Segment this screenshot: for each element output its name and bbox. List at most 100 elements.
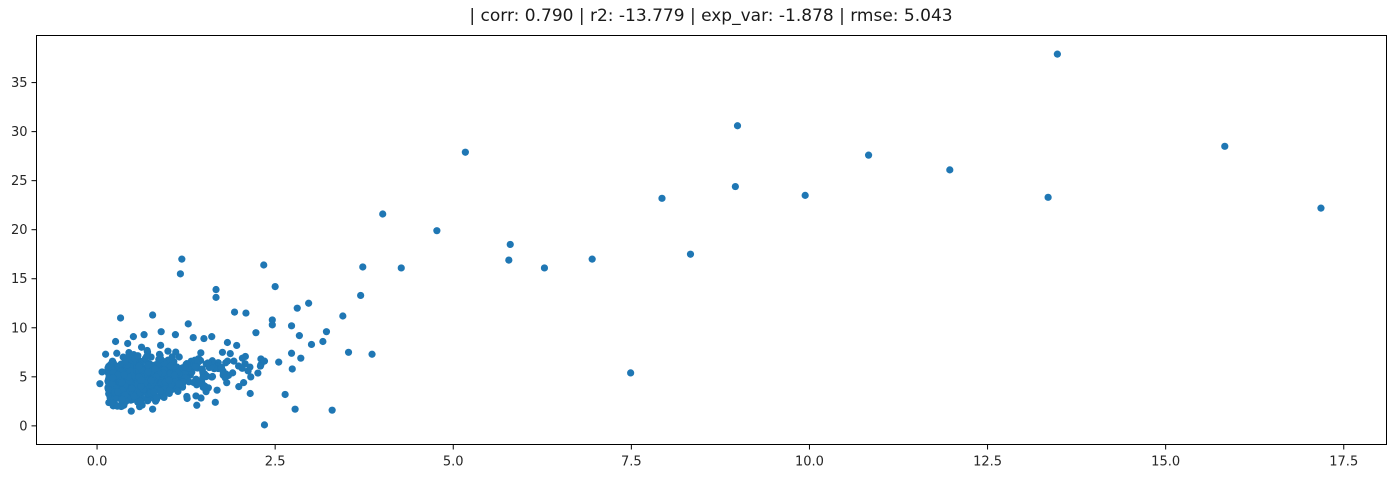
data-point xyxy=(200,334,208,343)
data-point xyxy=(129,333,137,341)
data-point xyxy=(223,357,232,365)
data-point xyxy=(627,369,635,377)
data-point xyxy=(114,371,122,379)
data-point xyxy=(170,371,179,379)
data-point xyxy=(256,362,265,370)
data-point xyxy=(275,358,283,366)
data-point xyxy=(211,398,219,406)
data-point xyxy=(166,362,175,370)
data-point xyxy=(130,392,138,400)
chart-title: | corr: 0.790 | r2: -13.779 | exp_var: -… xyxy=(469,6,953,26)
data-point xyxy=(397,264,405,272)
data-point xyxy=(199,374,207,382)
data-point xyxy=(235,383,243,391)
data-point xyxy=(157,328,165,336)
x-tick-label: 15.0 xyxy=(1151,455,1180,470)
data-point xyxy=(328,406,336,414)
data-point xyxy=(183,392,191,401)
data-point xyxy=(801,191,809,199)
data-point xyxy=(111,337,120,346)
data-point xyxy=(588,255,596,263)
data-point xyxy=(505,256,513,264)
y-axis: 0 5 10 15 20 25 30 35 xyxy=(11,76,37,434)
data-point xyxy=(212,293,220,301)
data-point xyxy=(150,388,158,396)
data-point xyxy=(202,388,210,396)
data-point xyxy=(293,304,301,312)
plot-frame xyxy=(36,35,1387,445)
data-point xyxy=(244,367,252,375)
data-point xyxy=(246,389,254,398)
data-point xyxy=(686,250,695,258)
data-point xyxy=(127,407,135,415)
data-point xyxy=(197,349,205,357)
data-point xyxy=(143,346,151,355)
data-point xyxy=(113,349,121,357)
data-point xyxy=(344,348,353,356)
data-point xyxy=(194,379,202,387)
data-point xyxy=(271,282,279,291)
data-point xyxy=(226,349,234,358)
data-point xyxy=(291,405,299,413)
data-point xyxy=(379,210,387,218)
data-point xyxy=(288,365,296,373)
y-tick-label: 35 xyxy=(11,76,28,91)
data-point xyxy=(339,312,347,320)
data-point xyxy=(144,361,152,369)
y-tick-label: 15 xyxy=(11,272,28,287)
data-point xyxy=(247,373,255,381)
data-point xyxy=(149,405,157,413)
data-point xyxy=(204,359,212,367)
data-point xyxy=(242,309,250,317)
data-point xyxy=(287,322,296,330)
data-point xyxy=(281,390,289,399)
x-tick-label: 12.5 xyxy=(973,455,1002,470)
data-point xyxy=(193,401,201,409)
data-point xyxy=(1221,142,1229,150)
x-tick-label: 0.0 xyxy=(87,455,108,470)
data-point xyxy=(208,333,216,341)
data-point xyxy=(98,368,106,376)
data-point xyxy=(218,348,227,356)
data-point xyxy=(268,321,276,329)
data-point xyxy=(307,340,316,349)
x-tick-label: 2.5 xyxy=(265,455,286,470)
data-point xyxy=(134,352,142,360)
x-axis: 0.0 2.5 5.0 7.5 10.0 12.5 15.0 17.5 xyxy=(87,444,1358,470)
data-point xyxy=(157,355,165,363)
data-point xyxy=(175,380,183,388)
data-point xyxy=(198,365,206,374)
data-point xyxy=(189,333,197,342)
y-tick-label: 10 xyxy=(11,321,28,336)
data-point xyxy=(184,320,192,328)
data-point xyxy=(108,379,116,388)
data-point xyxy=(305,299,313,307)
data-point xyxy=(181,363,189,372)
data-point xyxy=(295,332,303,340)
data-point xyxy=(104,385,113,394)
data-point xyxy=(114,388,122,396)
plot-marks xyxy=(96,50,1325,429)
data-point xyxy=(864,151,873,159)
data-point xyxy=(118,378,126,387)
data-point xyxy=(260,261,268,269)
data-point xyxy=(120,371,128,379)
data-point xyxy=(240,379,248,387)
data-point xyxy=(136,397,145,405)
data-point xyxy=(658,194,666,202)
data-point xyxy=(156,387,164,395)
data-point xyxy=(506,240,514,249)
data-point xyxy=(116,314,125,322)
data-point xyxy=(238,364,246,372)
data-point xyxy=(174,387,182,396)
data-point xyxy=(368,350,376,358)
data-point xyxy=(109,374,117,382)
data-point xyxy=(1053,50,1061,58)
data-point xyxy=(108,399,116,407)
data-point xyxy=(178,255,186,263)
data-point xyxy=(121,357,129,366)
data-point xyxy=(137,343,146,351)
data-point xyxy=(96,380,104,388)
data-point xyxy=(229,369,237,377)
